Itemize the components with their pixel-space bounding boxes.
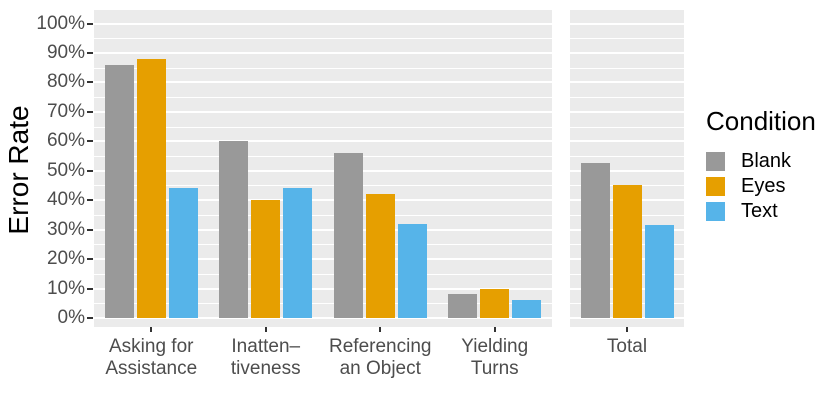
gridline-major: [94, 317, 552, 319]
gridline-major: [570, 169, 684, 172]
x-tick-mark: [379, 327, 382, 332]
y-tick-label: 40%: [46, 189, 85, 211]
y-tick-label: 70%: [46, 100, 85, 122]
bar-text: [644, 225, 674, 318]
legend-item-label: Eyes: [741, 175, 786, 197]
gridline-minor: [570, 97, 684, 99]
bar-text: [168, 188, 198, 318]
y-tick-mark: [87, 169, 93, 172]
x-tick-mark: [264, 327, 267, 332]
gridline-major: [94, 199, 552, 202]
gridline-minor: [94, 185, 552, 187]
bar-blank: [219, 141, 249, 318]
x-tick-mark: [150, 327, 153, 332]
gridline-minor: [94, 214, 552, 216]
gridline-minor: [94, 97, 552, 99]
gridline-minor: [570, 156, 684, 158]
x-tick-mark: [626, 327, 628, 332]
bar-text: [283, 188, 313, 318]
bar-eyes: [480, 288, 510, 318]
legend-items: Blank Eyes Text: [706, 150, 816, 222]
gridline-major: [570, 51, 684, 54]
gridline-major: [570, 22, 684, 25]
gridline-major: [570, 317, 684, 319]
gridline-major: [94, 287, 552, 290]
y-tick-mark: [87, 22, 93, 25]
gridline-minor: [94, 273, 552, 275]
y-tick-mark: [87, 140, 93, 143]
x-category-label: Yielding Turns: [461, 336, 529, 379]
x-category-label: Inatten– tiveness: [230, 336, 301, 379]
legend-item-eyes: Eyes: [706, 175, 816, 197]
gridline-major: [570, 81, 684, 84]
gridline-minor: [94, 38, 552, 40]
legend-item-label: Blank: [741, 150, 792, 172]
gridline-major: [570, 110, 684, 113]
gridline-major: [94, 81, 552, 84]
bar-eyes: [251, 200, 281, 318]
gridline-major: [94, 110, 552, 113]
x-tick-mark: [493, 327, 496, 332]
legend-key-swatch: [706, 202, 725, 221]
plot-panel-total: [570, 10, 684, 327]
gridline-minor: [94, 156, 552, 158]
plot-panel-categories: [94, 10, 552, 327]
gridline-minor: [94, 67, 552, 69]
legend-key-swatch: [706, 177, 725, 196]
y-tick-mark: [87, 228, 93, 231]
bar-blank: [104, 64, 134, 318]
y-tick-label: 100%: [36, 12, 85, 34]
legend-item-label: Text: [741, 200, 778, 222]
bar-text: [512, 300, 542, 318]
bar-blank: [333, 153, 363, 318]
x-category-label: Total: [606, 336, 648, 357]
y-tick-mark: [87, 258, 93, 261]
gridline-minor: [570, 126, 684, 128]
gridline-major: [94, 51, 552, 54]
bar-eyes: [136, 58, 166, 318]
y-tick-label: 50%: [46, 159, 85, 181]
y-tick-label: 10%: [46, 277, 85, 299]
gridline-major: [94, 140, 552, 143]
bar-eyes: [365, 194, 395, 318]
y-tick-label: 60%: [46, 130, 85, 152]
y-tick-label: 90%: [46, 41, 85, 63]
x-category-label: Asking for Assistance: [105, 336, 198, 379]
legend-key-swatch: [706, 152, 725, 171]
gridline-major: [94, 169, 552, 172]
gridline-major: [94, 258, 552, 261]
y-tick-label: 30%: [46, 218, 85, 240]
y-tick-mark: [87, 287, 93, 290]
y-tick-mark: [87, 51, 93, 54]
legend: Condition Blank Eyes Text: [706, 106, 816, 227]
gridline-minor: [570, 67, 684, 69]
bar-blank: [580, 163, 610, 318]
gridline-minor: [94, 126, 552, 128]
gridline-minor: [94, 303, 552, 305]
gridline-major: [94, 228, 552, 231]
gridline-major: [94, 22, 552, 25]
y-tick-mark: [87, 81, 93, 84]
y-tick-label: 20%: [46, 248, 85, 270]
y-tick-mark: [87, 317, 93, 319]
legend-title: Condition: [706, 106, 816, 136]
y-tick-label: 0%: [57, 307, 85, 328]
y-tick-mark: [87, 199, 93, 202]
x-category-label: Referencing an Object: [329, 336, 432, 379]
bar-text: [397, 223, 427, 318]
gridline-major: [570, 140, 684, 143]
gridline-minor: [570, 38, 684, 40]
bar-blank: [448, 294, 478, 318]
y-tick-label: 80%: [46, 71, 85, 93]
legend-item-text: Text: [706, 200, 816, 222]
bar-eyes: [612, 185, 642, 318]
gridline-minor: [94, 244, 552, 246]
legend-item-blank: Blank: [706, 150, 816, 172]
y-tick-mark: [87, 110, 93, 113]
